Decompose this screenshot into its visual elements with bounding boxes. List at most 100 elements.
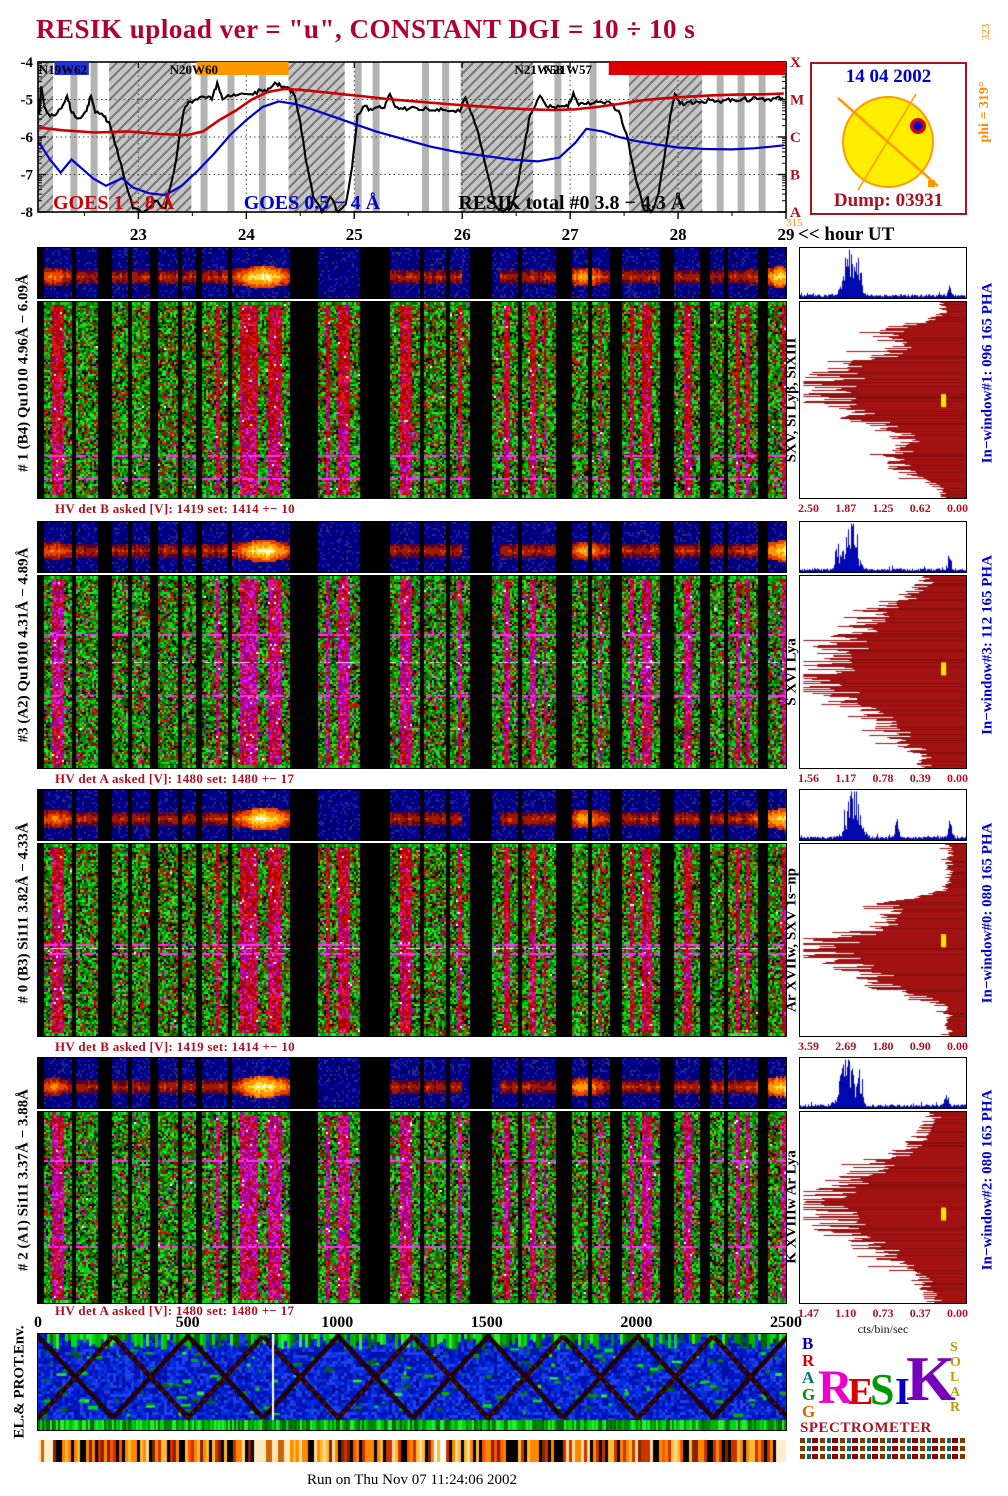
record-number-axis: 0 500 1000 1500 2000 2500 <box>34 1314 802 1332</box>
y-tick-label: -4 <box>21 55 34 71</box>
goes-class-letter: X <box>790 55 801 71</box>
cts-unit-label: cts/bin/sec <box>857 1322 909 1336</box>
pha-scale-3: 3.59 2.69 1.80 0.90 0.00 <box>798 1039 968 1054</box>
pha-scale-value: 1.25 <box>872 501 894 515</box>
logo-solar-letter: A <box>950 1385 961 1400</box>
data-gap-bar <box>258 62 266 212</box>
data-gap-bar <box>70 62 78 212</box>
pha-histogram-blue-3 <box>799 789 967 841</box>
particle-environment-plot <box>37 1333 787 1431</box>
data-gap-band <box>460 62 534 212</box>
logo-solar-letter: L <box>950 1370 960 1385</box>
hour-tick-label: 28 <box>670 225 687 244</box>
logo-credits-line <box>800 1438 966 1443</box>
record-tick-label: 1000 <box>321 1314 354 1331</box>
goes-class-letter: A <box>790 205 801 221</box>
pha-scale-value: 0.90 <box>909 1039 931 1053</box>
data-gap-bar <box>227 62 235 212</box>
pha-histogram-blue-1 <box>799 247 967 299</box>
pha-scale-value: 0.37 <box>909 1306 931 1320</box>
channel-label-4: # 2 (A1) Si111 3.37Å − 3.88Å <box>15 1089 32 1271</box>
legend-label: RESIK total #0 3.8 − 4.3 Å <box>458 191 686 214</box>
spectrogram-main-1 <box>37 301 787 499</box>
record-tick-label: 0 <box>34 1314 42 1331</box>
pha-scale-value: 1.87 <box>835 501 857 515</box>
pha-scale-value: 3.59 <box>798 1039 819 1053</box>
y-tick-label: -5 <box>21 93 34 109</box>
window-label-4: In−window#2: 080 165 PHA <box>979 1089 996 1271</box>
y-tick-label: -6 <box>21 130 34 146</box>
record-tick-label: 2500 <box>770 1314 802 1331</box>
hv-readout-3: HV det B asked [V]: 1419 set: 1414 +− 10 <box>55 1039 295 1054</box>
spectrogram-main-4 <box>37 1111 787 1304</box>
active-region-core <box>913 121 923 131</box>
roll-angle-right: 323 <box>980 23 992 41</box>
logo-bragg-letter: R <box>802 1351 815 1370</box>
line-id-label-2: S XVI Lya <box>783 638 800 706</box>
phi-angle-label: phi = 319° <box>977 81 992 143</box>
pha-scale-value: 0.73 <box>872 1306 894 1320</box>
page-title: RESIK upload ver = "u", CONSTANT DGI = 1… <box>36 14 696 44</box>
hour-tick-label: 25 <box>346 225 363 244</box>
data-gap-bar <box>758 62 766 212</box>
logo-credits-line <box>800 1454 966 1459</box>
spectrogram-main-2 <box>37 575 787 769</box>
observation-date: 14 04 2002 <box>845 66 932 87</box>
pha-scale-value: 0.00 <box>947 501 968 515</box>
pha-scale-value: 1.56 <box>798 771 819 785</box>
scan-line-icon <box>857 93 917 191</box>
hour-tick-label: 29 <box>778 225 795 244</box>
data-gap-bar <box>716 62 724 212</box>
spectrogram-main-3 <box>37 843 787 1037</box>
pha-scale-value: 1.10 <box>835 1306 857 1320</box>
channel-label-1: # 1 (B4) Qu1010 4.96Å − 6.09Å <box>15 274 32 472</box>
record-tick-label: 1500 <box>470 1314 503 1331</box>
pha-scale-2: 1.56 1.17 0.78 0.39 0.00 <box>798 771 968 786</box>
pha-histogram-red-3 <box>799 843 967 1037</box>
goes-short-curve <box>38 100 784 197</box>
pha-scale-1: 2.50 1.87 1.25 0.62 0.00 <box>798 501 968 516</box>
spectrogram-strip-1 <box>37 247 787 299</box>
pha-scale-value: 0.00 <box>947 771 968 785</box>
active-region-label: N21W57 <box>544 62 593 77</box>
logo-bragg-letter: B <box>802 1334 814 1353</box>
dump-number: Dump: 03931 <box>833 190 944 211</box>
scan-marker-icon <box>928 180 935 187</box>
goes-long-curve <box>38 87 784 137</box>
active-region-label: N21W58 <box>514 62 563 77</box>
pha-scale-value: 0.00 <box>947 1039 968 1053</box>
active-region-label: N20W60 <box>170 62 218 77</box>
pha-scale-value: 0.39 <box>909 771 931 785</box>
logo-resik-letter: I <box>895 1371 910 1413</box>
logo-bragg-letter: A <box>802 1368 815 1387</box>
goes-class-letter: M <box>790 93 804 109</box>
data-gap-bar <box>589 62 597 212</box>
record-tick-label: 2000 <box>620 1314 653 1331</box>
y-tick-label: -7 <box>21 168 34 184</box>
pha-histogram-red-1 <box>799 301 967 499</box>
pha-scale-value: 1.47 <box>798 1306 819 1320</box>
active-region-bar <box>196 62 289 75</box>
pha-scale-value: 0.78 <box>872 771 894 785</box>
active-region-bar <box>54 62 89 75</box>
pha-histogram-blue-2 <box>799 521 967 573</box>
channel-label-3: # 0 (B3) Si111 3.82Å − 4.33Å <box>15 822 32 1004</box>
record-tick-label: 500 <box>175 1314 200 1331</box>
line-id-label-3: Ar XVIIw, SXV 1s−np <box>783 868 800 1012</box>
logo-resik-letter: S <box>870 1365 895 1414</box>
line-id-label-1: SXV, Si Lyβ, SiXIII <box>783 337 800 463</box>
data-gap-bar <box>554 62 562 212</box>
resik-total-curve <box>38 78 784 215</box>
goes-class-letter: B <box>790 168 800 184</box>
data-gap-bar <box>200 62 208 212</box>
pha-scale-value: 0.00 <box>947 1306 968 1320</box>
spectrogram-strip-4 <box>37 1057 787 1109</box>
logo-spectrometer-text: SPECTROMETER <box>800 1420 932 1436</box>
data-gap-bar <box>90 62 98 212</box>
hv-readout-1: HV det B asked [V]: 1419 set: 1414 +− 10 <box>55 501 295 516</box>
window-label-3: In−window#0: 080 165 PHA <box>979 822 996 1004</box>
roll-angle-left: 315 <box>786 217 803 229</box>
pha-scale-4: 1.47 1.10 0.73 0.37 0.00 <box>798 1306 968 1321</box>
